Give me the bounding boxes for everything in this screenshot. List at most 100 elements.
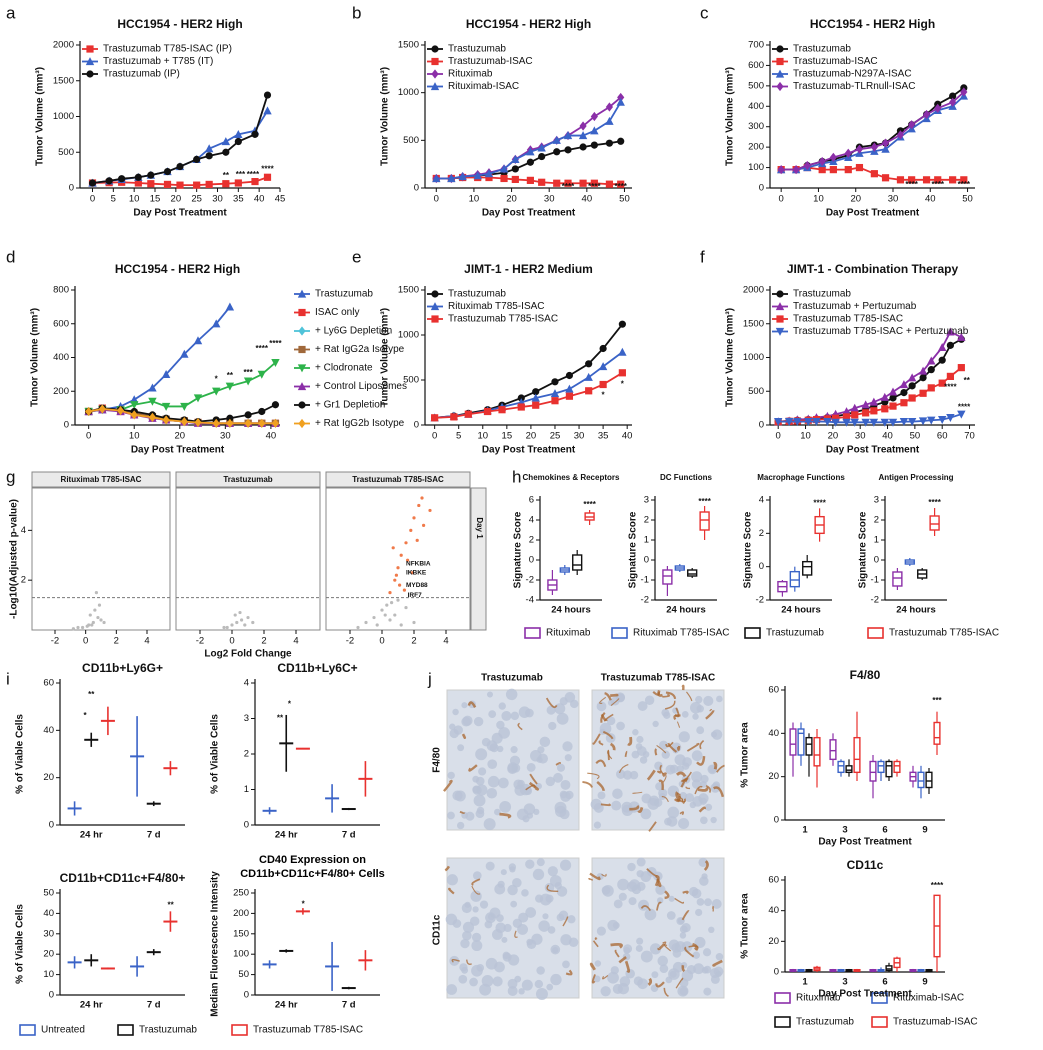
marker [297,289,307,298]
point [412,620,416,625]
marker [605,116,614,125]
marker [551,397,559,405]
nucleus [701,873,708,880]
x-tick-label: 4 [144,636,149,647]
x-tick-label: 24 hours [666,605,706,616]
point [364,620,368,625]
nucleus [710,974,720,984]
legend-label: Trastuzumab T785-ISAC [253,1025,363,1036]
marker [949,92,957,100]
annotation: *** [236,170,246,179]
y-axis-label: Signature Score [743,511,754,588]
nucleus [652,720,659,728]
point [409,528,413,532]
nucleus [518,706,531,718]
legend-label: Trastuzumab [793,44,851,55]
stain [682,890,689,895]
marker [918,366,928,375]
marker [134,179,142,187]
nucleus [600,986,611,997]
marker [585,360,593,368]
marker [792,165,800,175]
legend-label: + Gr1 Depletion [315,400,385,411]
legend-label: + Control Liposomes [315,381,407,392]
annotation: MYD88 [406,582,428,589]
stain [656,901,662,911]
marker [511,155,520,163]
annotation: * [602,390,606,399]
nucleus [547,866,558,877]
point [93,608,97,612]
nucleus [562,741,573,752]
chart-title: HCC1954 - HER2 High [810,17,935,31]
nucleus [478,767,487,776]
nucleus [593,802,604,813]
x-tick-label: -2 [346,636,354,647]
stain [663,944,672,952]
marker [222,148,230,156]
point [396,598,400,602]
y-tick-label: 0 [414,183,419,194]
nucleus [496,720,505,730]
x-tick-label: 4 [443,636,448,647]
marker [258,407,266,416]
point [81,625,85,630]
marker [900,399,908,407]
annotation: NFKBIA [406,561,431,568]
annotation: **** [261,165,274,174]
legend-label: Trastuzumab [796,1017,854,1028]
nucleus [494,808,501,816]
marker [907,373,917,382]
nucleus [612,921,620,929]
nucleus [499,800,512,813]
stain [648,821,657,832]
stain [589,962,596,971]
stain [602,730,614,740]
stain [624,960,631,973]
facet-title: Trastuzumab [223,475,272,484]
y-tick-label: 2 [529,535,534,546]
chart-title: CD11b+CD11c+F4/80+ [60,871,186,885]
nucleus [656,897,664,904]
marker [605,180,614,188]
marker [938,416,947,424]
stain [664,890,670,900]
x-tick-label: 7 d [342,1000,356,1011]
nucleus [633,976,643,986]
y-tick-label: 60 [768,685,779,696]
marker [598,362,608,371]
legend-label: Trastuzumab T785-ISAC [889,628,999,639]
stain [698,806,706,813]
marker [212,418,220,428]
marker [881,144,890,153]
stain [681,965,686,973]
x-tick-label: 15 [502,431,513,442]
marker [578,131,588,140]
stain [692,942,698,951]
stain [647,977,653,986]
stain [598,740,604,746]
marker [869,397,879,406]
nucleus [501,710,512,721]
x-tick-label: -2 [51,636,59,647]
stain [712,959,723,967]
nucleus [471,932,482,943]
point [388,618,392,622]
annotation: **** [813,498,826,507]
annotation: **** [247,170,260,179]
marker [617,92,625,103]
marker [148,383,157,392]
nucleus [462,921,475,933]
stain [565,969,573,976]
x-tick-label: 1 [802,977,808,988]
x-tick-label: 24 hr [80,830,103,841]
marker [88,179,97,187]
nucleus [545,776,556,787]
marker [161,369,171,378]
facet-strip [175,471,321,488]
legend-label: Trastuzumab-N297A-ISAC [793,69,912,80]
marker [553,148,561,156]
nucleus [676,765,684,773]
marker [271,358,280,367]
nucleus [679,932,687,939]
